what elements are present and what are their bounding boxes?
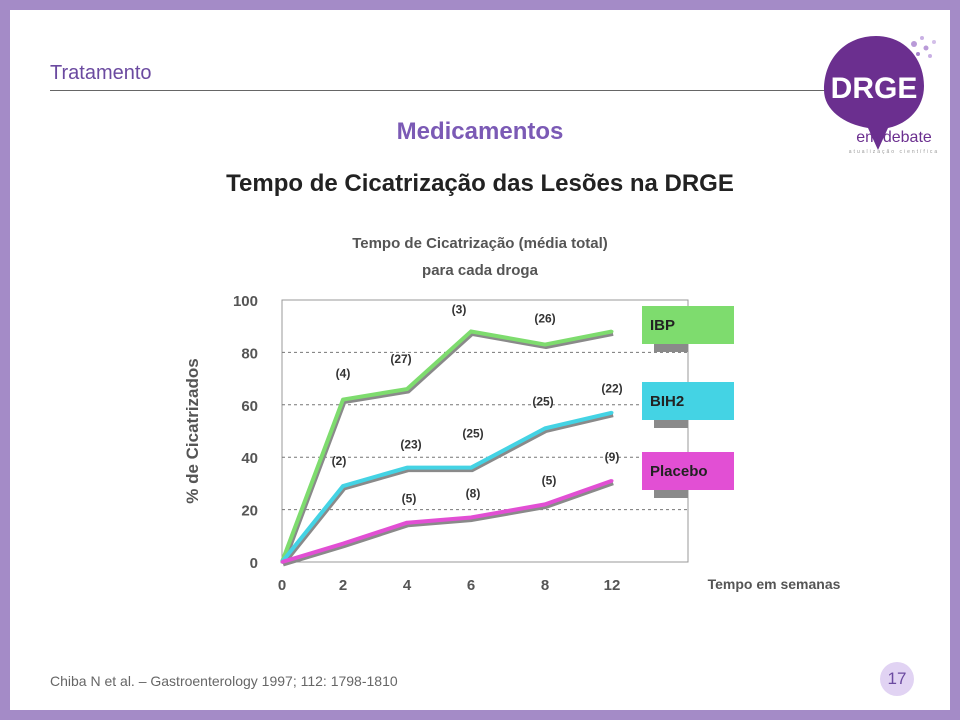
- data-label: (23): [400, 438, 421, 452]
- data-point: [543, 426, 547, 430]
- data-point: [341, 398, 345, 402]
- x-tick-label: 4: [403, 577, 412, 594]
- data-label: (5): [542, 473, 557, 487]
- data-point: [469, 466, 473, 470]
- x-tick-label: 2: [339, 577, 347, 594]
- data-point: [341, 542, 345, 546]
- legend-label: BIH2: [650, 393, 684, 410]
- x-tick-label: 12: [604, 577, 621, 594]
- data-label: (27): [390, 352, 411, 366]
- y-tick-label: 40: [241, 450, 258, 467]
- data-label: (8): [466, 486, 481, 500]
- x-tick-label: 8: [541, 577, 549, 594]
- legend-swatch-bih2: [642, 382, 734, 420]
- series-shadow: [282, 480, 614, 567]
- data-label: (26): [534, 312, 555, 326]
- data-point: [405, 387, 409, 391]
- x-axis-label: Tempo em semanas: [708, 576, 841, 592]
- data-label: (4): [336, 367, 351, 381]
- series-shadow: [280, 330, 614, 565]
- data-point: [610, 411, 614, 415]
- legend-label: Placebo: [650, 463, 708, 480]
- data-label: (9): [605, 450, 620, 464]
- data-point: [341, 484, 345, 488]
- y-tick-label: 100: [233, 293, 258, 310]
- data-label: (25): [532, 394, 553, 408]
- x-tick-label: 0: [278, 577, 286, 594]
- page-number: 17: [880, 662, 914, 696]
- legend-swatch-placebo: [642, 452, 734, 490]
- chart-title-line2: para cada droga: [422, 262, 538, 279]
- series-line-placebo: [281, 478, 613, 564]
- y-tick-label: 0: [250, 555, 258, 572]
- logo-main: DRGE: [831, 72, 918, 105]
- data-point: [543, 502, 547, 506]
- data-point: [610, 479, 614, 483]
- y-tick-label: 20: [241, 503, 258, 520]
- data-label: (2): [332, 454, 347, 468]
- drge-logo: DRGE em debate atualização científica: [824, 36, 939, 155]
- plot-area: [281, 299, 689, 563]
- logo-tagline: atualização científica: [849, 149, 939, 155]
- data-point: [405, 521, 409, 525]
- series-line-ibp: [280, 329, 613, 563]
- y-axis-label: % de Cicatrizados: [183, 358, 202, 504]
- data-label: (25): [462, 427, 483, 441]
- data-label: (3): [452, 302, 467, 316]
- chart-title-line1: Tempo de Cicatrização (média total): [352, 235, 608, 252]
- header-divider: [50, 90, 845, 91]
- data-point: [469, 329, 473, 333]
- data-label: (22): [601, 382, 622, 396]
- legend-label: IBP: [650, 317, 675, 334]
- logo-sub: em debate: [856, 129, 932, 146]
- data-point: [405, 466, 409, 470]
- data-label: (5): [402, 492, 417, 506]
- series-line-bih2: [280, 410, 613, 564]
- citation: Chiba N et al. – Gastroenterology 1997; …: [50, 673, 398, 689]
- chart-title: Tempo de Cicatrização (média total) para…: [280, 230, 680, 284]
- y-tick-label: 80: [241, 345, 258, 362]
- legend-swatch-ibp: [642, 306, 734, 344]
- data-point: [280, 560, 284, 564]
- slide-heading: Medicamentos: [396, 118, 564, 145]
- slide-subheading: Tempo de Cicatrização das Lesões na DRGE: [226, 170, 734, 197]
- section-title: Tratamento: [50, 62, 152, 84]
- data-point: [469, 515, 473, 519]
- y-tick-label: 60: [241, 398, 258, 415]
- data-point: [543, 343, 547, 347]
- x-tick-label: 6: [467, 577, 475, 594]
- slide: Tratamento DRGE em debate atualização ci…: [10, 10, 950, 710]
- data-point: [610, 329, 614, 333]
